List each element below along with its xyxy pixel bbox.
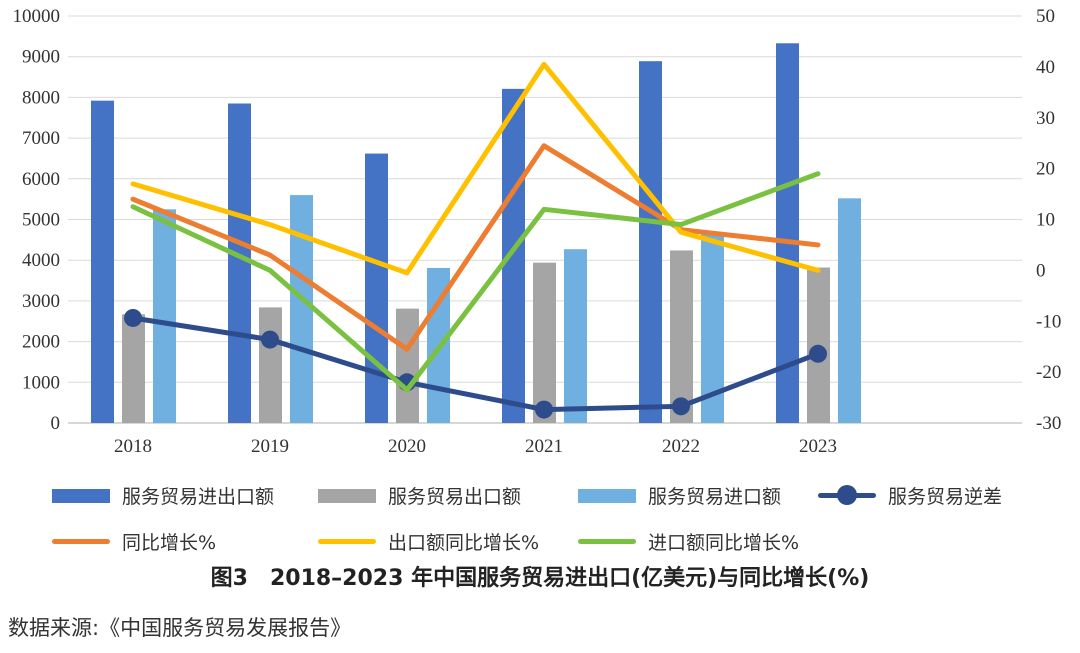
series-line-2 (130, 143, 821, 352)
legend-swatch-export-growth (318, 539, 376, 544)
figure-caption: 图3 2018–2023 年中国服务贸易进出口(亿美元)与同比增长(%) (210, 566, 870, 591)
bar-3-2019 (290, 195, 313, 423)
series-line-1 (130, 315, 821, 413)
series-marker-1 (809, 344, 827, 363)
bar-2-2020 (396, 308, 419, 423)
bar-1-2021 (502, 88, 525, 423)
legend-swatch-deficit (818, 485, 876, 505)
y-left-tick-label: 5000 (22, 210, 60, 231)
legend-label-import: 服务贸易进口额 (648, 486, 782, 508)
series-line-3 (130, 61, 821, 276)
y-left-tick-label: 9000 (22, 47, 60, 68)
legend-item-export: 服务贸易出口额 (318, 482, 521, 509)
legend-marker-deficit (837, 485, 857, 505)
y-left-tick-label: 2000 (22, 332, 60, 353)
x-tick-label: 2022 (662, 436, 700, 457)
legend-swatch-growth (52, 539, 110, 544)
bar-2-2018 (122, 314, 145, 423)
series-marker-1 (672, 397, 690, 416)
bar-2-2019 (259, 307, 282, 423)
legend-item-total: 服务贸易进出口额 (52, 482, 274, 509)
chart-canvas: 0100020003000400050006000700080009000100… (13, 6, 1062, 457)
y-left-tick-label: 0 (51, 413, 61, 434)
y-left-tick-label: 3000 (22, 291, 60, 312)
bar-1-2018 (91, 100, 114, 423)
legend-item-import: 服务贸易进口额 (578, 482, 781, 509)
x-tick-label: 2020 (388, 436, 426, 457)
series-marker-1 (535, 400, 553, 419)
y-right-tick-label: 50 (1036, 6, 1055, 27)
y-right-tick-label: 20 (1036, 159, 1055, 180)
y-right-tick-label: -30 (1036, 413, 1061, 434)
y-left-tick-label: 4000 (22, 250, 60, 271)
bar-2-2022 (670, 250, 693, 423)
bar-1-2022 (639, 61, 662, 423)
legend-swatch-import (578, 488, 636, 503)
legend-label-import-growth: 进口额同比增长% (648, 532, 800, 554)
y-left-tick-label: 1000 (22, 372, 60, 393)
y-left-tick-label: 8000 (22, 87, 60, 108)
legend-item-deficit: 服务贸易逆差 (818, 482, 1002, 509)
legend-label-total: 服务贸易进出口额 (122, 486, 275, 508)
legend-item-growth: 同比增长% (52, 528, 216, 555)
bar-1-2023 (776, 43, 799, 423)
x-tick-label: 2023 (799, 436, 837, 457)
bar-3-2018 (153, 209, 176, 423)
y-right-tick-label: -20 (1036, 362, 1061, 383)
legend-label-export-growth: 出口额同比增长% (388, 532, 540, 554)
legend-item-export-growth: 出口额同比增长% (318, 528, 539, 555)
legend-label-growth: 同比增长% (122, 532, 217, 554)
bar-1-2019 (228, 103, 251, 423)
y-right-tick-label: 40 (1036, 57, 1055, 78)
series-marker-1 (261, 330, 279, 349)
legend-label-export: 服务贸易出口额 (388, 486, 522, 508)
legend-label-deficit: 服务贸易逆差 (888, 486, 1003, 508)
y-left-tick-label: 10000 (13, 6, 61, 27)
y-right-tick-label: -10 (1036, 311, 1061, 332)
series-line-4 (130, 171, 821, 393)
y-right-tick-label: 0 (1036, 260, 1046, 281)
x-tick-label: 2018 (114, 436, 152, 457)
source-note: 数据来源:《中国服务贸易发展报告》 (8, 616, 352, 640)
x-tick-label: 2019 (251, 436, 289, 457)
y-left-tick-label: 6000 (22, 169, 60, 190)
y-left-tick-label: 7000 (22, 128, 60, 149)
legend-swatch-export (318, 488, 376, 503)
series-marker-1 (124, 308, 142, 327)
bar-3-2021 (564, 249, 587, 423)
legend-swatch-import-growth (578, 539, 636, 544)
x-tick-label: 2021 (525, 436, 563, 457)
y-right-tick-label: 10 (1036, 210, 1055, 231)
bar-2-2021 (533, 262, 556, 423)
bar-3-2023 (838, 198, 861, 423)
legend-item-import-growth: 进口额同比增长% (578, 528, 799, 555)
bar-1-2020 (365, 153, 388, 424)
legend-swatch-total (52, 488, 110, 503)
y-right-tick-label: 30 (1036, 108, 1055, 129)
bar-3-2022 (701, 233, 724, 423)
